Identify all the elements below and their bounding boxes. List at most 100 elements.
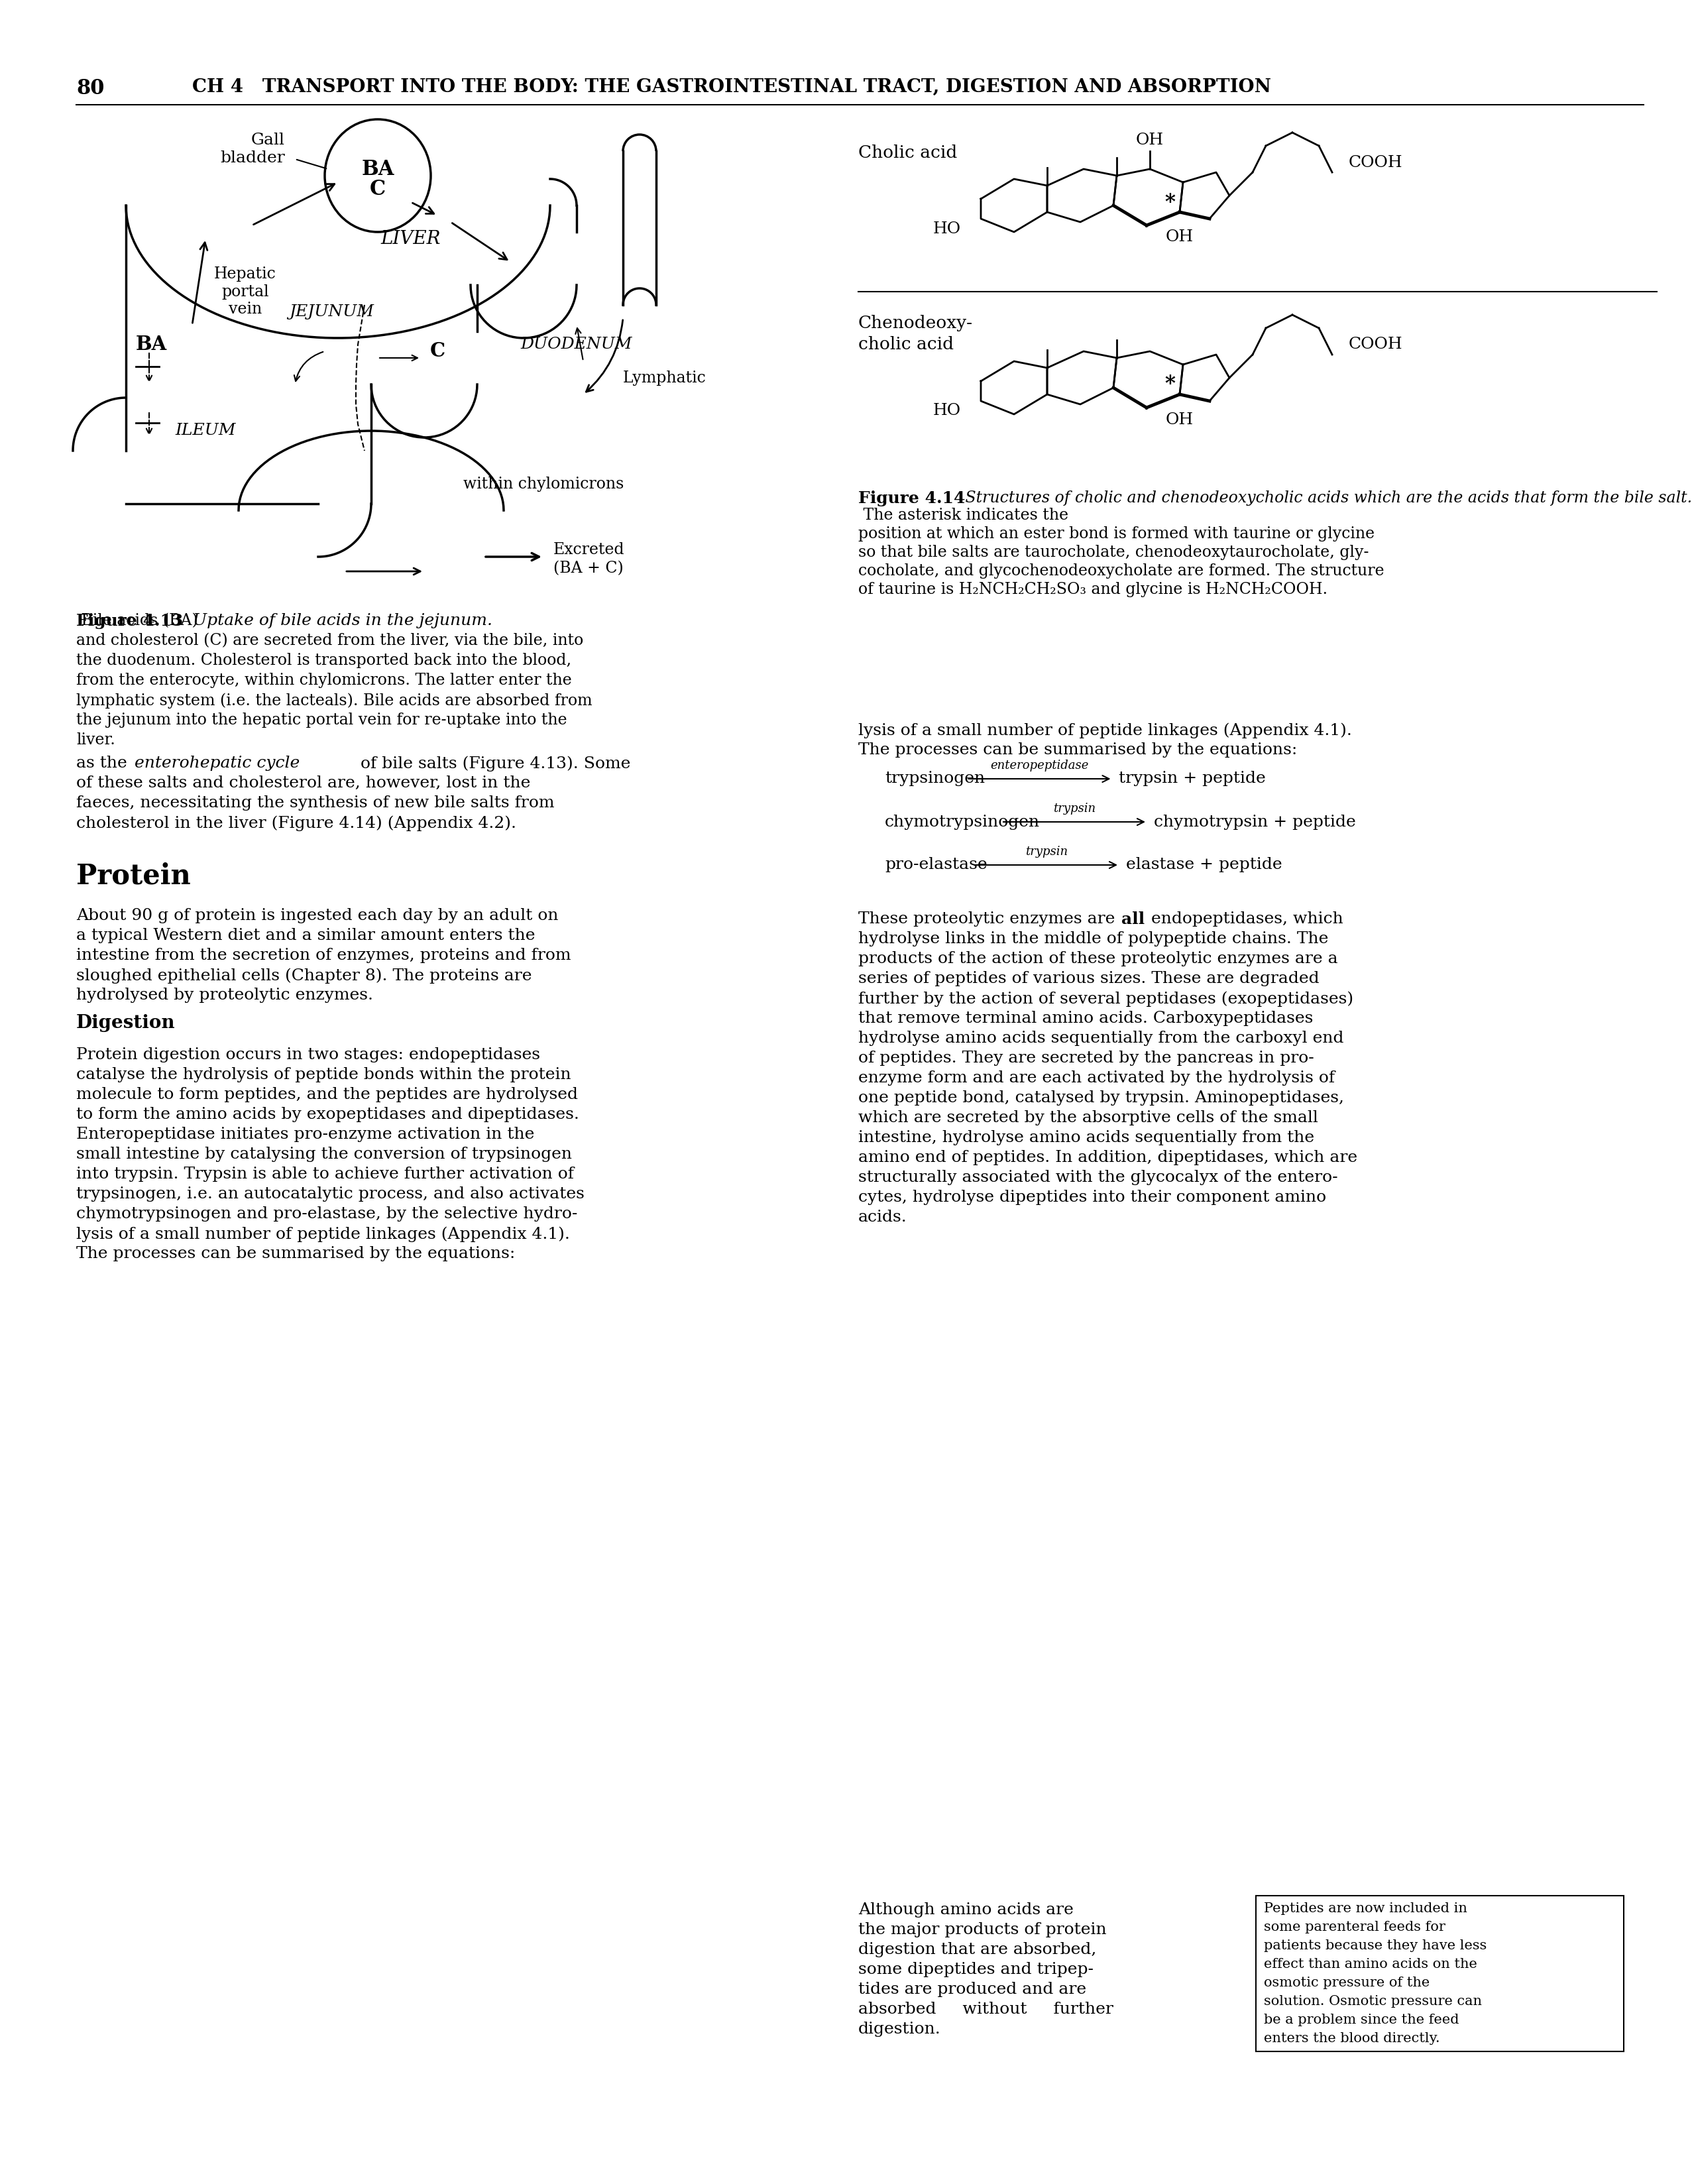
Text: C: C [371,179,386,199]
Text: Excreted: Excreted [553,542,624,557]
Text: one peptide bond, catalysed by trypsin. Aminopeptidases,: one peptide bond, catalysed by trypsin. … [858,1090,1343,1105]
Text: Gall
bladder: Gall bladder [220,133,284,166]
Text: all: all [1122,911,1145,928]
Text: enzyme form and are each activated by the hydrolysis of: enzyme form and are each activated by th… [858,1070,1335,1085]
Text: Bile acids (BA): Bile acids (BA) [76,614,198,629]
Text: which are secreted by the absorptive cells of the small: which are secreted by the absorptive cel… [858,1109,1318,1125]
Text: COOH: COOH [1349,336,1403,352]
Text: hydrolyse links in the middle of polypeptide chains. The: hydrolyse links in the middle of polypep… [858,930,1328,946]
Text: Cholic acid: Cholic acid [858,144,958,162]
Text: *: * [1164,192,1174,212]
Text: further by the action of several peptidases (exopeptidases): further by the action of several peptida… [858,992,1354,1007]
Text: LIVER: LIVER [381,229,442,247]
Text: to form the amino acids by exopeptidases and dipeptidases.: to form the amino acids by exopeptidases… [76,1107,579,1123]
Text: patients because they have less: patients because they have less [1264,1939,1487,1952]
Text: Structures of cholic and chenodeoxycholic acids which are the acids that form th: Structures of cholic and chenodeoxycholi… [961,491,1692,507]
Text: enterohepatic cycle: enterohepatic cycle [135,756,299,771]
Text: some parenteral feeds for: some parenteral feeds for [1264,1922,1445,1933]
Text: enters the blood directly.: enters the blood directly. [1264,2033,1440,2044]
Text: Protein: Protein [76,863,191,889]
Text: trypsin + peptide: trypsin + peptide [1118,771,1266,786]
Text: and cholesterol (C) are secreted from the liver, via the bile, into: and cholesterol (C) are secreted from th… [76,633,584,649]
Text: OH: OH [1166,413,1193,428]
Text: The processes can be summarised by the equations:: The processes can be summarised by the e… [76,1247,514,1262]
Text: liver.: liver. [76,732,115,747]
Text: of bile salts (Figure 4.13). Some: of bile salts (Figure 4.13). Some [355,756,631,771]
Text: DUODENUM: DUODENUM [521,336,633,352]
Text: CH 4   TRANSPORT INTO THE BODY: THE GASTROINTESTINAL TRACT, DIGESTION AND ABSORP: CH 4 TRANSPORT INTO THE BODY: THE GASTRO… [193,79,1271,96]
Text: intestine from the secretion of enzymes, proteins and from: intestine from the secretion of enzymes,… [76,948,570,963]
Text: endopeptidases, which: endopeptidases, which [1145,911,1343,926]
Text: Figure 4.13: Figure 4.13 [76,614,183,629]
Text: The asterisk indicates the: The asterisk indicates the [858,507,1068,522]
Text: OH: OH [1135,133,1164,149]
Text: products of the action of these proteolytic enzymes are a: products of the action of these proteoly… [858,952,1338,965]
Text: OH: OH [1166,229,1193,245]
Text: be a problem since the feed: be a problem since the feed [1264,2014,1459,2027]
Text: position at which an ester bond is formed with taurine or glycine: position at which an ester bond is forme… [858,526,1374,542]
Text: amino end of peptides. In addition, dipeptidases, which are: amino end of peptides. In addition, dipe… [858,1151,1357,1166]
Text: a typical Western diet and a similar amount enters the: a typical Western diet and a similar amo… [76,928,535,943]
Text: from the enterocyte, within chylomicrons. The latter enter the: from the enterocyte, within chylomicrons… [76,673,572,688]
Text: chymotrypsinogen and pro-elastase, by the selective hydro-: chymotrypsinogen and pro-elastase, by th… [76,1206,577,1221]
Text: the jejunum into the hepatic portal vein for re-uptake into the: the jejunum into the hepatic portal vein… [76,712,567,727]
Text: The processes can be summarised by the equations:: The processes can be summarised by the e… [858,743,1298,758]
Text: of taurine is H₂NCH₂CH₂SO₃ and glycine is H₂NCH₂COOH.: of taurine is H₂NCH₂CH₂SO₃ and glycine i… [858,581,1328,596]
Text: lymphatic system (i.e. the lacteals). Bile acids are absorbed from: lymphatic system (i.e. the lacteals). Bi… [76,692,592,708]
Text: tides are produced and are: tides are produced and are [858,1981,1086,1996]
Text: of peptides. They are secreted by the pancreas in pro-: of peptides. They are secreted by the pa… [858,1051,1315,1066]
Text: 80: 80 [76,79,105,98]
Text: osmotic pressure of the: osmotic pressure of the [1264,1977,1430,1990]
Text: small intestine by catalysing the conversion of trypsinogen: small intestine by catalysing the conver… [76,1147,572,1162]
Text: lysis of a small number of peptide linkages (Appendix 4.1).: lysis of a small number of peptide linka… [858,723,1352,738]
Text: Enteropeptidase initiates pro-enzyme activation in the: Enteropeptidase initiates pro-enzyme act… [76,1127,535,1142]
Text: so that bile salts are taurocholate, chenodeoxytaurocholate, gly-: so that bile salts are taurocholate, che… [858,544,1369,559]
Text: sloughed epithelial cells (Chapter 8). The proteins are: sloughed epithelial cells (Chapter 8). T… [76,968,531,983]
Text: into trypsin. Trypsin is able to achieve further activation of: into trypsin. Trypsin is able to achieve… [76,1166,574,1182]
Text: acids.: acids. [858,1210,907,1225]
Text: series of peptides of various sizes. These are degraded: series of peptides of various sizes. The… [858,972,1320,987]
Text: BA: BA [362,159,394,179]
Text: intestine, hydrolyse amino acids sequentially from the: intestine, hydrolyse amino acids sequent… [858,1129,1315,1144]
Text: as the: as the [76,756,132,771]
Text: HO: HO [932,404,961,419]
Text: Figure 4.14: Figure 4.14 [858,491,964,507]
Text: Hepatic
portal
vein: Hepatic portal vein [215,266,276,317]
Text: elastase + peptide: elastase + peptide [1125,858,1283,874]
Text: absorbed     without     further: absorbed without further [858,2003,1113,2018]
Text: HO: HO [932,221,961,236]
Text: Digestion: Digestion [76,1013,176,1033]
Text: effect than amino acids on the: effect than amino acids on the [1264,1959,1477,1970]
Text: BA: BA [135,334,168,354]
Text: C: C [430,341,445,360]
Text: chymotrypsinogen: chymotrypsinogen [885,815,1041,830]
Text: structurally associated with the glycocalyx of the entero-: structurally associated with the glycoca… [858,1171,1338,1186]
Text: Although amino acids are: Although amino acids are [858,1902,1073,1918]
Text: (BA + C): (BA + C) [553,561,623,577]
Text: cholic acid: cholic acid [858,336,954,352]
Text: hydrolysed by proteolytic enzymes.: hydrolysed by proteolytic enzymes. [76,987,374,1002]
Text: cytes, hydrolyse dipeptides into their component amino: cytes, hydrolyse dipeptides into their c… [858,1190,1327,1206]
Text: *: * [1164,373,1174,395]
Text: trypsin: trypsin [1025,845,1068,858]
Text: trypsin: trypsin [1052,804,1095,815]
Text: of these salts and cholesterol are, however, lost in the: of these salts and cholesterol are, howe… [76,775,531,791]
Text: trypsinogen, i.e. an autocatalytic process, and also activates: trypsinogen, i.e. an autocatalytic proce… [76,1186,584,1201]
Text: Protein digestion occurs in two stages: endopeptidases: Protein digestion occurs in two stages: … [76,1048,540,1061]
Text: within chylomicrons: within chylomicrons [464,476,624,491]
Text: digestion that are absorbed,: digestion that are absorbed, [858,1942,1096,1957]
Text: COOH: COOH [1349,155,1403,170]
Text: Uptake of bile acids in the jejunum.: Uptake of bile acids in the jejunum. [188,614,492,629]
Text: These proteolytic enzymes are: These proteolytic enzymes are [858,911,1120,926]
Text: the duodenum. Cholesterol is transported back into the blood,: the duodenum. Cholesterol is transported… [76,653,572,668]
Text: some dipeptides and tripep-: some dipeptides and tripep- [858,1961,1093,1977]
Text: catalyse the hydrolysis of peptide bonds within the protein: catalyse the hydrolysis of peptide bonds… [76,1068,570,1083]
Text: lysis of a small number of peptide linkages (Appendix 4.1).: lysis of a small number of peptide linka… [76,1225,570,1243]
Text: cocholate, and glycochenodeoxycholate are formed. The structure: cocholate, and glycochenodeoxycholate ar… [858,563,1384,579]
Text: the major products of protein: the major products of protein [858,1922,1107,1937]
Text: ILEUM: ILEUM [176,424,235,439]
Text: trypsinogen: trypsinogen [885,771,985,786]
Text: hydrolyse amino acids sequentially from the carboxyl end: hydrolyse amino acids sequentially from … [858,1031,1343,1046]
Text: Lymphatic: Lymphatic [623,369,706,384]
Text: that remove terminal amino acids. Carboxypeptidases: that remove terminal amino acids. Carbox… [858,1011,1313,1026]
